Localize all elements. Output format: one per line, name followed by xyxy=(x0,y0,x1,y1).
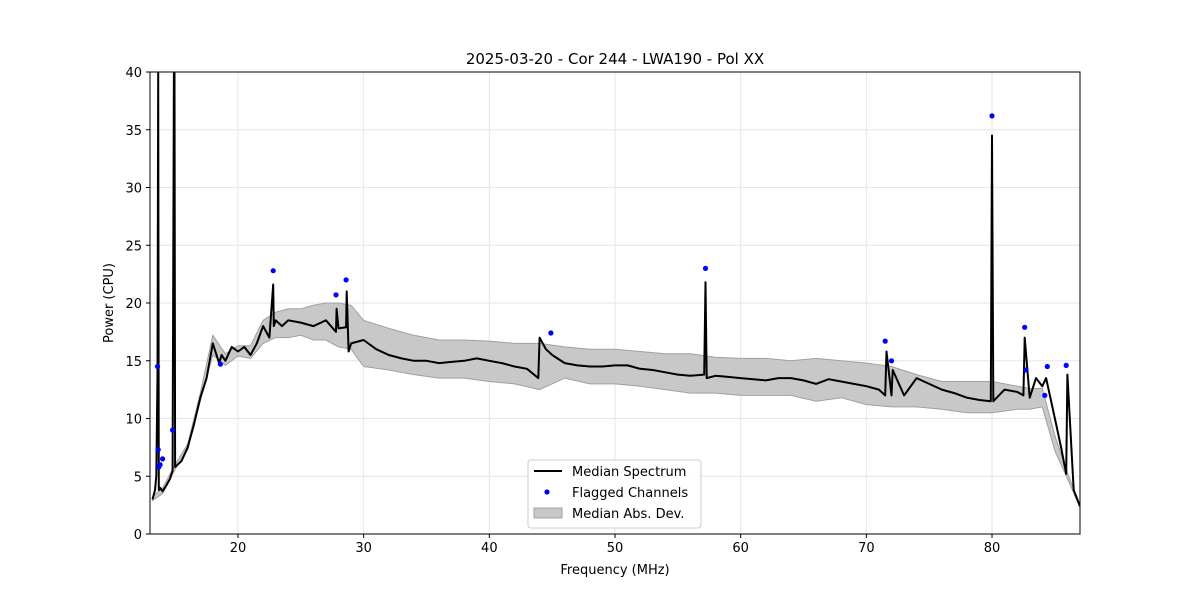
flagged-point xyxy=(1023,367,1029,373)
x-tick-label: 20 xyxy=(230,541,247,556)
legend-flagged-label: Flagged Channels xyxy=(572,486,688,501)
plot-area xyxy=(151,72,1080,508)
y-tick-label: 25 xyxy=(125,239,142,254)
flagged-point xyxy=(882,338,888,344)
y-axis-label: Power (CPU) xyxy=(102,263,117,343)
x-tick-label: 40 xyxy=(481,541,498,556)
legend-flagged-swatch xyxy=(544,489,550,495)
flagged-point xyxy=(1044,363,1050,370)
flagged-point xyxy=(1042,392,1048,398)
x-tick-label: 80 xyxy=(984,541,1001,556)
legend: Median Spectrum Flagged Channels Median … xyxy=(527,459,702,529)
legend-mad-swatch xyxy=(533,507,563,519)
x-tick-label: 70 xyxy=(858,541,875,556)
y-tick-label: 5 xyxy=(134,470,142,485)
flagged-point xyxy=(155,447,161,453)
legend-median-label: Median Spectrum xyxy=(572,465,686,480)
ticks: 20 30 40 50 60 70 80 0 5 10 15 20 25 30 35 40 xyxy=(125,66,1000,556)
flagged-point xyxy=(217,361,223,367)
y-tick-label: 30 xyxy=(125,182,142,197)
chart-title: 2025-03-20 - Cor 244 - LWA190 - Pol XX xyxy=(466,50,764,68)
median-spectrum-line xyxy=(151,72,1080,507)
x-tick-label: 30 xyxy=(355,541,372,556)
flagged-point xyxy=(343,277,349,283)
flagged-point xyxy=(1063,362,1069,368)
y-tick-label: 15 xyxy=(125,355,142,370)
y-tick-label: 10 xyxy=(125,413,142,428)
legend-mad-label: Median Abs. Dev. xyxy=(572,507,684,522)
flagged-point xyxy=(157,462,163,468)
flagged-point xyxy=(1022,324,1028,330)
flagged-point xyxy=(270,268,276,274)
mad-band xyxy=(152,302,1080,508)
x-tick-label: 50 xyxy=(607,541,624,556)
flagged-point xyxy=(154,363,161,370)
flagged-point xyxy=(702,265,709,271)
y-tick-label: 0 xyxy=(134,528,142,543)
x-tick-label: 60 xyxy=(732,541,749,556)
plot-series xyxy=(151,72,1080,508)
y-tick-label: 40 xyxy=(125,66,142,81)
flagged-point xyxy=(170,427,176,433)
flagged-point xyxy=(160,456,166,462)
y-tick-label: 20 xyxy=(125,297,142,312)
y-tick-label: 35 xyxy=(125,124,142,139)
legend-box xyxy=(527,459,702,529)
x-axis-label: Frequency (MHz) xyxy=(560,563,669,578)
flagged-point xyxy=(333,292,339,298)
flagged-point xyxy=(989,113,995,119)
flagged-point xyxy=(548,330,554,336)
flagged-point xyxy=(888,358,895,364)
